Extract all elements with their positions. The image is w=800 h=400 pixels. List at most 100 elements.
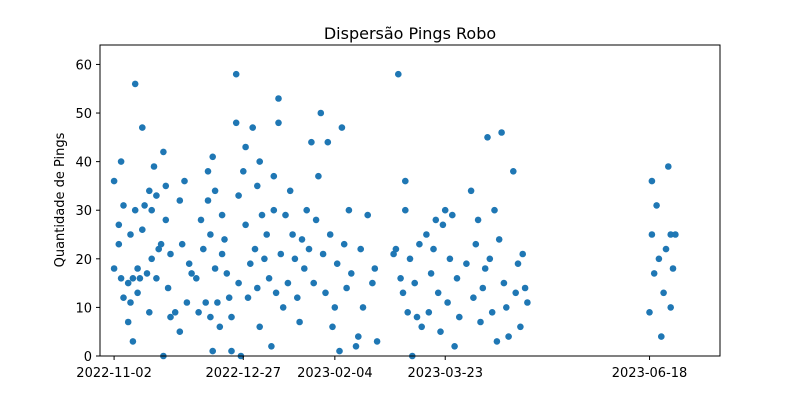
scatter-point xyxy=(453,275,461,282)
scatter-point xyxy=(404,309,412,316)
scatter-point xyxy=(329,323,336,331)
scatter-point xyxy=(498,129,505,136)
scatter-point xyxy=(211,187,219,195)
scatter-point xyxy=(338,124,346,131)
scatter-point xyxy=(467,187,475,195)
scatter-point xyxy=(275,95,282,102)
scatter-point xyxy=(209,347,216,355)
x-tick-label: 2022-12-27 xyxy=(205,366,281,381)
scatter-point xyxy=(298,236,306,243)
scatter-point xyxy=(146,187,153,195)
scatter-point xyxy=(129,275,137,282)
y-tick-label: 50 xyxy=(75,107,92,122)
scatter-point xyxy=(303,206,311,214)
scatter-point xyxy=(364,211,372,219)
scatter-point xyxy=(282,211,289,219)
scatter-point xyxy=(242,221,249,229)
scatter-point xyxy=(395,70,402,78)
scatter-point xyxy=(167,313,174,321)
scatter-point xyxy=(510,168,517,175)
scatter-point xyxy=(160,148,167,156)
plot-frame xyxy=(99,44,721,357)
scatter-point xyxy=(500,279,508,287)
scatter-point xyxy=(418,323,426,331)
scatter-point xyxy=(176,197,184,204)
scatter-point xyxy=(352,343,360,350)
scatter-point xyxy=(357,245,365,253)
scatter-point xyxy=(416,240,423,248)
scatter-point xyxy=(463,260,470,268)
scatter-point xyxy=(272,289,280,297)
scatter-point xyxy=(214,299,221,306)
scatter-point xyxy=(470,294,477,302)
scatter-point xyxy=(265,275,273,282)
scatter-point xyxy=(228,347,235,355)
scatter-point xyxy=(216,323,224,331)
scatter-point xyxy=(225,294,233,302)
scatter-point xyxy=(430,245,437,253)
scatter-point xyxy=(289,231,296,238)
scatter-point xyxy=(139,226,146,233)
scatter-point xyxy=(406,255,414,263)
scatter-point xyxy=(441,206,449,214)
scatter-point xyxy=(655,255,663,263)
scatter-point xyxy=(326,231,334,238)
scatter-point xyxy=(124,279,132,287)
scatter-point xyxy=(505,333,512,340)
scatter-point xyxy=(171,309,179,316)
scatter-point xyxy=(493,338,501,345)
scatter-point xyxy=(444,299,451,306)
scatter-point xyxy=(253,284,261,292)
scatter-point xyxy=(348,270,355,277)
scatter-point xyxy=(423,231,430,238)
scatter-point xyxy=(305,245,313,253)
scatter-point xyxy=(296,318,303,326)
scatter-point xyxy=(336,347,343,355)
scatter-point xyxy=(315,172,322,180)
scatter-point xyxy=(120,202,127,209)
scatter-point xyxy=(411,279,419,287)
scatter-point xyxy=(162,216,170,224)
scatter-point xyxy=(178,240,186,248)
scatter-point xyxy=(200,245,207,253)
scatter-point xyxy=(129,338,137,345)
scatter-point xyxy=(333,260,341,268)
scatter-point xyxy=(204,168,212,175)
scatter-point xyxy=(437,328,444,336)
scatter-point xyxy=(648,177,656,185)
scatter-point xyxy=(164,284,172,292)
scatter-point xyxy=(425,309,433,316)
scatter-point xyxy=(185,260,193,268)
scatter-point xyxy=(481,265,489,272)
scatter-point xyxy=(279,304,287,311)
scatter-point xyxy=(432,216,440,224)
scatter-point xyxy=(153,192,160,199)
scatter-point xyxy=(247,260,254,268)
x-tick-label: 2022-11-02 xyxy=(76,366,152,381)
scatter-point xyxy=(322,289,329,297)
scatter-point xyxy=(202,299,209,306)
scatter-point xyxy=(263,231,271,238)
scatter-point xyxy=(155,245,162,253)
scatter-point xyxy=(345,206,353,214)
scatter-point xyxy=(235,192,242,199)
scatter-point xyxy=(308,138,315,146)
scatter-point xyxy=(648,231,656,238)
scatter-point xyxy=(392,245,400,253)
y-axis-label: Quantidade de Pings xyxy=(53,132,68,267)
scatter-point xyxy=(519,250,526,258)
points-layer xyxy=(110,70,679,360)
scatter-point xyxy=(195,309,202,316)
scatter-point xyxy=(667,304,674,311)
scatter-point xyxy=(270,206,278,214)
scatter-point xyxy=(434,289,442,297)
scatter-point xyxy=(650,270,658,277)
scatter-point xyxy=(232,119,240,127)
x-axis: 2022-11-02 2022-12-27 2023-02-04 2023-03-23… xyxy=(76,356,687,381)
scatter-point xyxy=(439,221,447,229)
scatter-point xyxy=(167,250,174,258)
scatter-point xyxy=(397,275,404,282)
scatter-point xyxy=(486,255,494,263)
scatter-point xyxy=(141,202,148,209)
scatter-point xyxy=(672,231,679,238)
